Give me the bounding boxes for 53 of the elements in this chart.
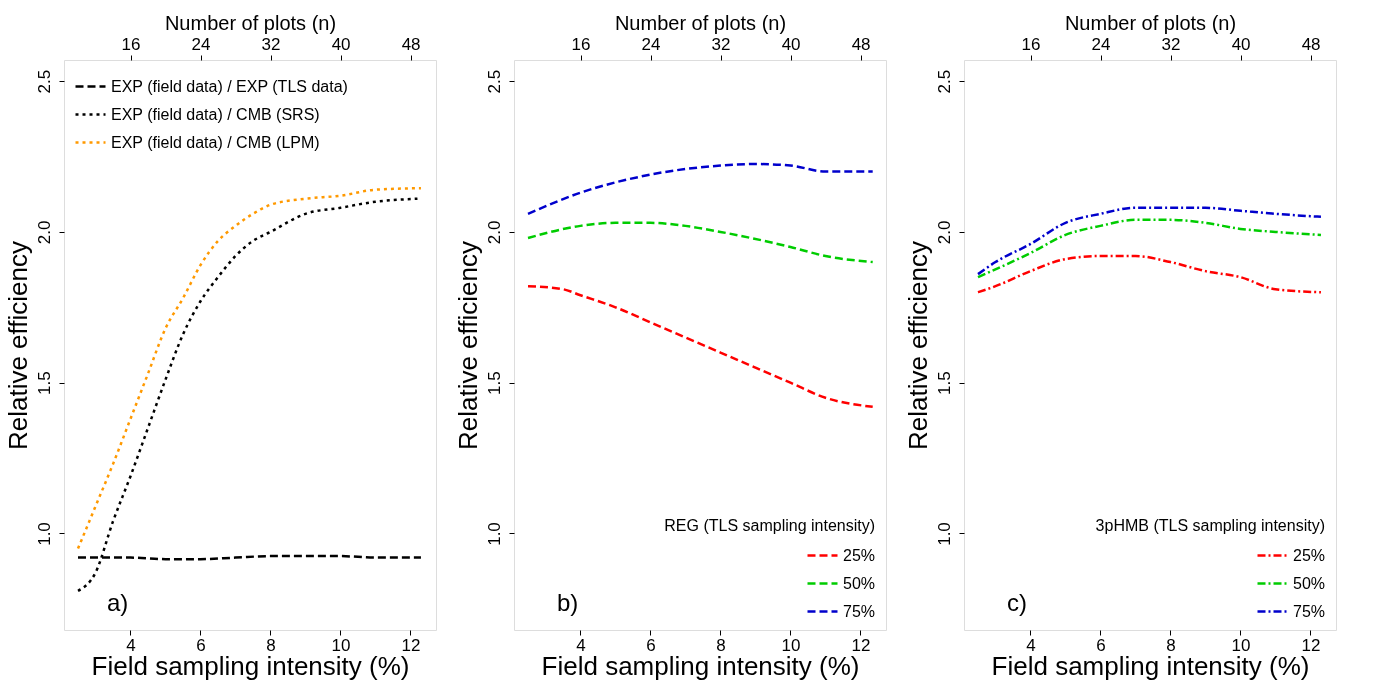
- y-tick-label: 1.0: [934, 522, 954, 546]
- x2-tick-label: 32: [711, 34, 731, 54]
- legend-label: 75%: [843, 602, 876, 620]
- legend-label: 25%: [1293, 546, 1326, 564]
- y-tick-label: 2.5: [34, 69, 54, 94]
- line-series: [526, 162, 874, 216]
- legend-label: EXP (field data) / CMB (SRS): [111, 105, 320, 123]
- x2-tick-label: 40: [781, 34, 801, 54]
- y-axis-title: Relative efficiency: [2, 240, 33, 451]
- line-series: [526, 221, 874, 264]
- x2-tick-label: 32: [1161, 34, 1181, 54]
- legend-label: 50%: [1293, 574, 1326, 592]
- legend-label: 50%: [843, 574, 876, 592]
- x2-tick-label: 24: [641, 34, 661, 54]
- x2-tick-label: 16: [121, 34, 141, 54]
- line-series: [526, 284, 874, 409]
- annotation: c): [1007, 589, 1027, 616]
- x2-tick-label: 32: [261, 34, 281, 54]
- legend-title: REG (TLS sampling intensity): [664, 517, 875, 534]
- y-tick-label: 2.5: [484, 69, 504, 94]
- y-tick-label: 1.0: [34, 522, 54, 546]
- y-tick-label: 2.5: [934, 69, 954, 94]
- x2-tick-label: 40: [1231, 34, 1251, 54]
- y-tick-label: 1.5: [934, 371, 954, 396]
- y-axis-title: Relative efficiency: [452, 240, 483, 451]
- x2-tick-label: 24: [1091, 34, 1111, 54]
- annotation: a): [107, 589, 129, 616]
- x2-tick-label: 40: [331, 34, 351, 54]
- annotation: b): [557, 589, 579, 616]
- x2-tick-label: 16: [571, 34, 591, 54]
- x2-axis-title: Number of plots (n): [164, 11, 337, 34]
- y-axis-title: Relative efficiency: [902, 240, 933, 451]
- x2-tick-label: 16: [1021, 34, 1041, 54]
- y-tick-label: 2.0: [934, 220, 954, 245]
- legend-label: 75%: [1293, 602, 1326, 620]
- x2-tick-label: 48: [851, 34, 871, 54]
- line-series: [976, 206, 1323, 276]
- legend-label: EXP (field data) / EXP (TLS data): [111, 77, 348, 95]
- legend-title: 3pHMB (TLS sampling intensity): [1095, 517, 1325, 534]
- y-tick-label: 2.0: [34, 220, 54, 245]
- x2-axis-title: Number of plots (n): [1064, 11, 1237, 34]
- x2-tick-label: 24: [191, 34, 211, 54]
- y-tick-label: 1.5: [484, 371, 504, 396]
- x2-axis-title: Number of plots (n): [614, 11, 787, 34]
- legend-label: EXP (field data) / CMB (LPM): [111, 133, 320, 151]
- legend-label: 25%: [843, 546, 876, 564]
- line-series: [976, 218, 1323, 279]
- y-tick-label: 2.0: [484, 220, 504, 245]
- line-series: [976, 254, 1323, 294]
- y-tick-label: 1.5: [34, 371, 54, 396]
- x2-tick-label: 48: [401, 34, 421, 54]
- x2-tick-label: 48: [1301, 34, 1321, 54]
- y-tick-label: 1.0: [484, 522, 504, 546]
